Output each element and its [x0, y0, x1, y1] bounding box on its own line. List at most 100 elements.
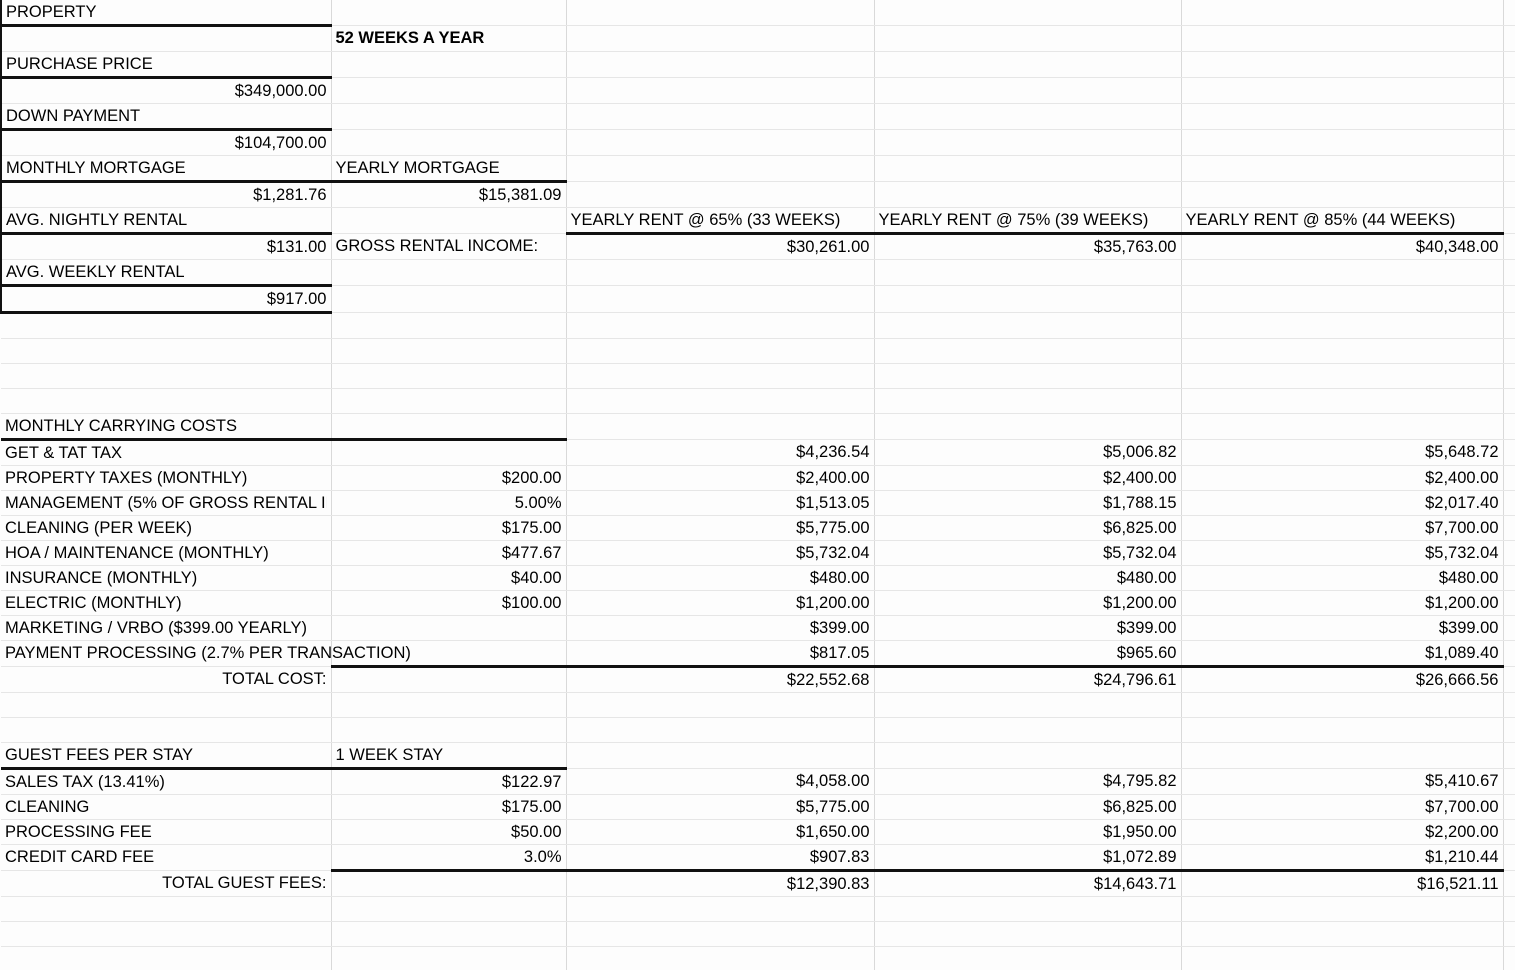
cell-empty[interactable] — [874, 259, 1182, 286]
cell-fee-65[interactable]: $5,775.00 — [566, 794, 875, 820]
cell-cost-85[interactable]: $7,700.00 — [1181, 515, 1504, 541]
cell-carrying-costs-title[interactable]: MONTHLY CARRYING COSTS — [1, 413, 332, 441]
cell-empty[interactable] — [1181, 742, 1504, 769]
cell-avg-nightly-value[interactable]: $131.00 — [0, 233, 332, 260]
cell-empty[interactable] — [566, 25, 875, 52]
cell-cost-85[interactable]: $5,732.04 — [1181, 540, 1504, 566]
cell-empty[interactable] — [1503, 666, 1515, 693]
cell-empty[interactable] — [1503, 742, 1515, 769]
cell-empty[interactable] — [874, 181, 1182, 208]
cell-empty[interactable] — [331, 312, 567, 339]
cell-total-cost-65[interactable]: $22,552.68 — [566, 666, 875, 693]
cell-empty[interactable] — [1181, 896, 1504, 922]
table-row[interactable] — [1, 363, 1515, 389]
table-row[interactable] — [1, 946, 1515, 970]
table-row[interactable]: $1,281.76 $15,381.09 — [0, 181, 1515, 208]
cell-empty[interactable] — [1503, 129, 1515, 156]
cell-gross-income-75[interactable]: $35,763.00 — [874, 233, 1182, 260]
cell-empty[interactable] — [1503, 388, 1515, 414]
cell-empty[interactable] — [1, 363, 332, 389]
cell-empty[interactable] — [1181, 181, 1504, 208]
table-row[interactable]: AVG. WEEKLY RENTAL — [0, 259, 1515, 287]
cell-empty[interactable] — [1503, 540, 1515, 566]
cell-empty[interactable] — [566, 155, 875, 182]
cell-total-cost-label[interactable]: TOTAL COST: — [1, 666, 332, 693]
cell-empty[interactable] — [1503, 794, 1515, 820]
cell-empty[interactable] — [1181, 312, 1504, 339]
cell-empty[interactable] — [874, 285, 1182, 313]
cell-monthly-mortgage-label[interactable]: MONTHLY MORTGAGE — [0, 155, 332, 183]
cell-empty[interactable] — [1503, 896, 1515, 922]
cell-empty[interactable] — [1503, 338, 1515, 364]
cell-total-guest-fees-85[interactable]: $16,521.11 — [1181, 870, 1504, 897]
cell-cost-75[interactable]: $399.00 — [874, 615, 1182, 641]
cell-cost-65[interactable]: $2,400.00 — [566, 465, 875, 491]
cell-cost-rate[interactable]: $100.00 — [331, 590, 567, 616]
cell-cost-65[interactable]: $1,200.00 — [566, 590, 875, 616]
cell-empty[interactable] — [1181, 413, 1504, 440]
cell-empty[interactable] — [1181, 25, 1504, 52]
cell-fee-65[interactable]: $4,058.00 — [566, 768, 875, 795]
table-row[interactable] — [1, 896, 1515, 922]
cell-total-guest-fees-label[interactable]: TOTAL GUEST FEES: — [1, 870, 332, 897]
cell-cost-label[interactable]: INSURANCE (MONTHLY) — [1, 565, 332, 591]
cell-empty[interactable] — [1503, 413, 1515, 440]
cell-empty[interactable] — [331, 0, 567, 26]
cell-empty[interactable] — [566, 129, 875, 156]
cell-empty[interactable] — [566, 338, 875, 364]
cell-empty[interactable] — [1, 921, 332, 947]
cell-empty[interactable] — [331, 870, 567, 897]
table-row[interactable]: 52 WEEKS A YEAR — [0, 25, 1515, 52]
cell-cost-65[interactable]: $5,732.04 — [566, 540, 875, 566]
cell-empty[interactable] — [1, 896, 332, 922]
cell-fee-label[interactable]: SALES TAX (13.41%) — [1, 768, 332, 795]
cell-empty[interactable] — [331, 103, 567, 130]
cell-empty[interactable] — [1503, 439, 1515, 466]
cell-cost-rate[interactable]: $200.00 — [331, 465, 567, 491]
table-row[interactable]: MARKETING / VRBO ($399.00 YEARLY) $399.0… — [1, 615, 1515, 641]
cell-empty[interactable] — [874, 103, 1182, 130]
cell-empty[interactable] — [874, 0, 1182, 26]
cell-empty[interactable] — [1503, 181, 1515, 208]
cell-cost-85[interactable]: $5,648.72 — [1181, 439, 1504, 466]
table-row[interactable]: HOA / MAINTENANCE (MONTHLY) $477.67 $5,7… — [1, 540, 1515, 566]
cell-empty[interactable] — [1503, 155, 1515, 182]
cell-cost-rate[interactable]: 5.00% — [331, 490, 567, 516]
cell-empty[interactable] — [874, 155, 1182, 182]
cell-empty[interactable] — [1503, 692, 1515, 718]
cell-empty[interactable] — [1503, 844, 1515, 871]
cell-empty[interactable] — [566, 259, 875, 286]
cell-empty[interactable] — [331, 51, 567, 78]
cell-empty[interactable] — [1503, 819, 1515, 845]
cell-empty[interactable] — [566, 717, 875, 743]
table-row[interactable]: MANAGEMENT (5% OF GROSS RENTAL INCOME) 5… — [1, 490, 1515, 516]
cell-empty[interactable] — [566, 742, 875, 769]
cell-cost-65[interactable]: $480.00 — [566, 565, 875, 591]
table-row[interactable]: CREDIT CARD FEE 3.0% $907.83 $1,072.89 $… — [1, 844, 1515, 872]
cell-empty[interactable] — [331, 921, 567, 947]
cell-empty[interactable] — [331, 666, 567, 693]
cell-empty[interactable] — [566, 51, 875, 78]
cell-cost-rate[interactable]: $477.67 — [331, 540, 567, 566]
cell-empty[interactable] — [566, 413, 875, 440]
cell-empty[interactable] — [874, 25, 1182, 52]
cell-empty[interactable] — [566, 181, 875, 208]
table-row[interactable]: DOWN PAYMENT — [0, 103, 1515, 131]
cell-empty[interactable] — [331, 896, 567, 922]
cell-cost-65[interactable]: $4,236.54 — [566, 439, 875, 466]
cell-yearly-mortgage-label[interactable]: YEARLY MORTGAGE — [331, 155, 567, 183]
cell-empty[interactable] — [566, 921, 875, 947]
cell-cost-85[interactable]: $480.00 — [1181, 565, 1504, 591]
table-row[interactable]: GET & TAT TAX $4,236.54 $5,006.82 $5,648… — [1, 439, 1515, 466]
cell-cost-75[interactable]: $5,006.82 — [874, 439, 1182, 466]
cell-empty[interactable] — [1503, 259, 1515, 286]
cell-cost-label[interactable]: MANAGEMENT (5% OF GROSS RENTAL INCOME) — [1, 490, 332, 516]
cell-stay-label[interactable]: 1 WEEK STAY — [331, 742, 567, 770]
table-row[interactable]: PAYMENT PROCESSING (2.7% PER TRANSACTION… — [1, 640, 1515, 668]
cell-empty[interactable] — [1503, 207, 1515, 234]
cell-cost-75[interactable]: $1,200.00 — [874, 590, 1182, 616]
cell-empty[interactable] — [1503, 103, 1515, 130]
cell-empty[interactable] — [331, 413, 567, 441]
cell-empty[interactable] — [1503, 51, 1515, 78]
